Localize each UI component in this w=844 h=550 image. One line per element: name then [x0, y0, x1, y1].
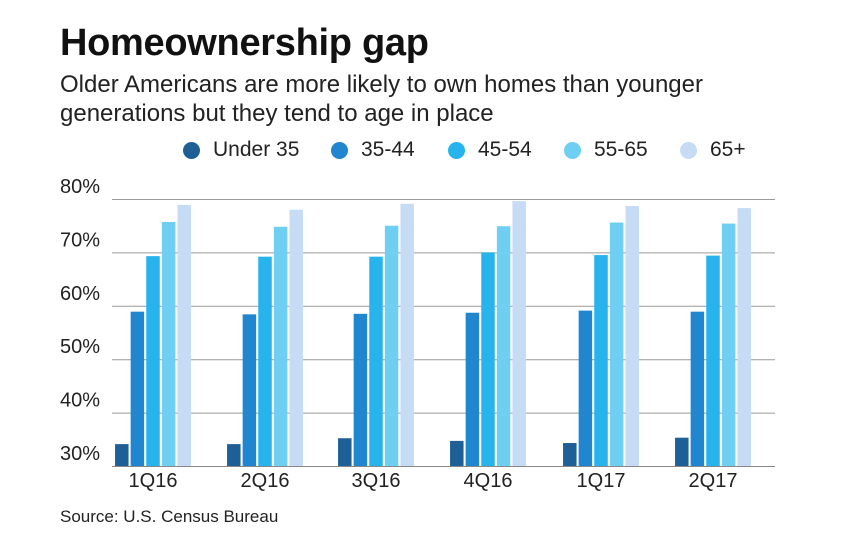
bar — [384, 225, 399, 466]
y-tick-label: 80% — [60, 176, 100, 198]
x-tick-label: 1Q16 — [129, 470, 178, 492]
y-tick-label: 70% — [60, 229, 100, 251]
legend-swatch-under-35 — [183, 141, 200, 159]
legend-swatch-55-65 — [564, 141, 581, 159]
bar — [161, 221, 176, 466]
bar — [465, 312, 480, 466]
bar — [737, 208, 751, 466]
bar — [563, 443, 577, 466]
bar — [258, 256, 272, 466]
bar — [721, 223, 736, 466]
bar — [338, 438, 352, 466]
bar — [625, 205, 639, 466]
y-tick-label: 40% — [60, 390, 100, 412]
bar — [609, 222, 624, 466]
bar — [578, 310, 593, 466]
bar — [512, 201, 526, 467]
bar — [481, 252, 495, 466]
source-note: Source: U.S. Census Bureau — [60, 507, 279, 526]
legend-label-45-54: 45-54 — [478, 138, 532, 161]
y-tick-label: 30% — [60, 443, 100, 465]
legend: Under 35 35-44 45-54 55-65 65+ — [0, 138, 844, 168]
bar — [706, 255, 720, 466]
legend-label-under-35: Under 35 — [213, 138, 300, 161]
bar — [242, 314, 257, 466]
bar — [130, 311, 145, 466]
legend-label-65-plus: 65+ — [710, 138, 746, 161]
legend-item-65-plus: 65+ — [680, 138, 746, 162]
bar — [690, 311, 705, 466]
bar — [353, 313, 368, 466]
legend-swatch-65-plus — [680, 141, 697, 159]
legend-item-35-44: 35-44 — [331, 138, 415, 162]
x-tick-label: 3Q16 — [352, 470, 401, 492]
bar — [594, 255, 608, 466]
x-tick-label: 1Q17 — [577, 470, 626, 492]
legend-swatch-35-44 — [331, 141, 348, 159]
bar — [115, 444, 129, 466]
bar — [146, 256, 160, 466]
legend-item-under-35: Under 35 — [183, 138, 299, 162]
bar — [450, 440, 464, 466]
legend-label-55-65: 55-65 — [594, 138, 648, 161]
bar — [227, 444, 241, 466]
x-tick-label: 2Q17 — [689, 470, 738, 492]
bar — [496, 226, 511, 466]
bar-chart: 80% 70% 60% 50% 40% 30% 1Q16 2Q16 3Q16 4Q16 1Q17 2Q… — [60, 176, 775, 492]
bar — [177, 204, 191, 466]
legend-label-35-44: 35-44 — [361, 138, 415, 161]
bar — [369, 256, 383, 466]
chart-subtitle: Older Americans are more likely to own h… — [60, 71, 703, 127]
chart-title: Homeownership gap — [60, 22, 429, 64]
legend-item-55-65: 55-65 — [564, 138, 648, 162]
x-tick-label: 4Q16 — [464, 470, 513, 492]
y-tick-label: 50% — [60, 336, 100, 358]
bar — [675, 437, 689, 466]
y-tick-label: 60% — [60, 283, 100, 305]
bar — [273, 226, 288, 466]
x-tick-label: 2Q16 — [241, 470, 290, 492]
bar — [289, 209, 303, 466]
legend-swatch-45-54 — [448, 141, 465, 159]
legend-item-45-54: 45-54 — [448, 138, 532, 162]
bar — [400, 203, 414, 466]
